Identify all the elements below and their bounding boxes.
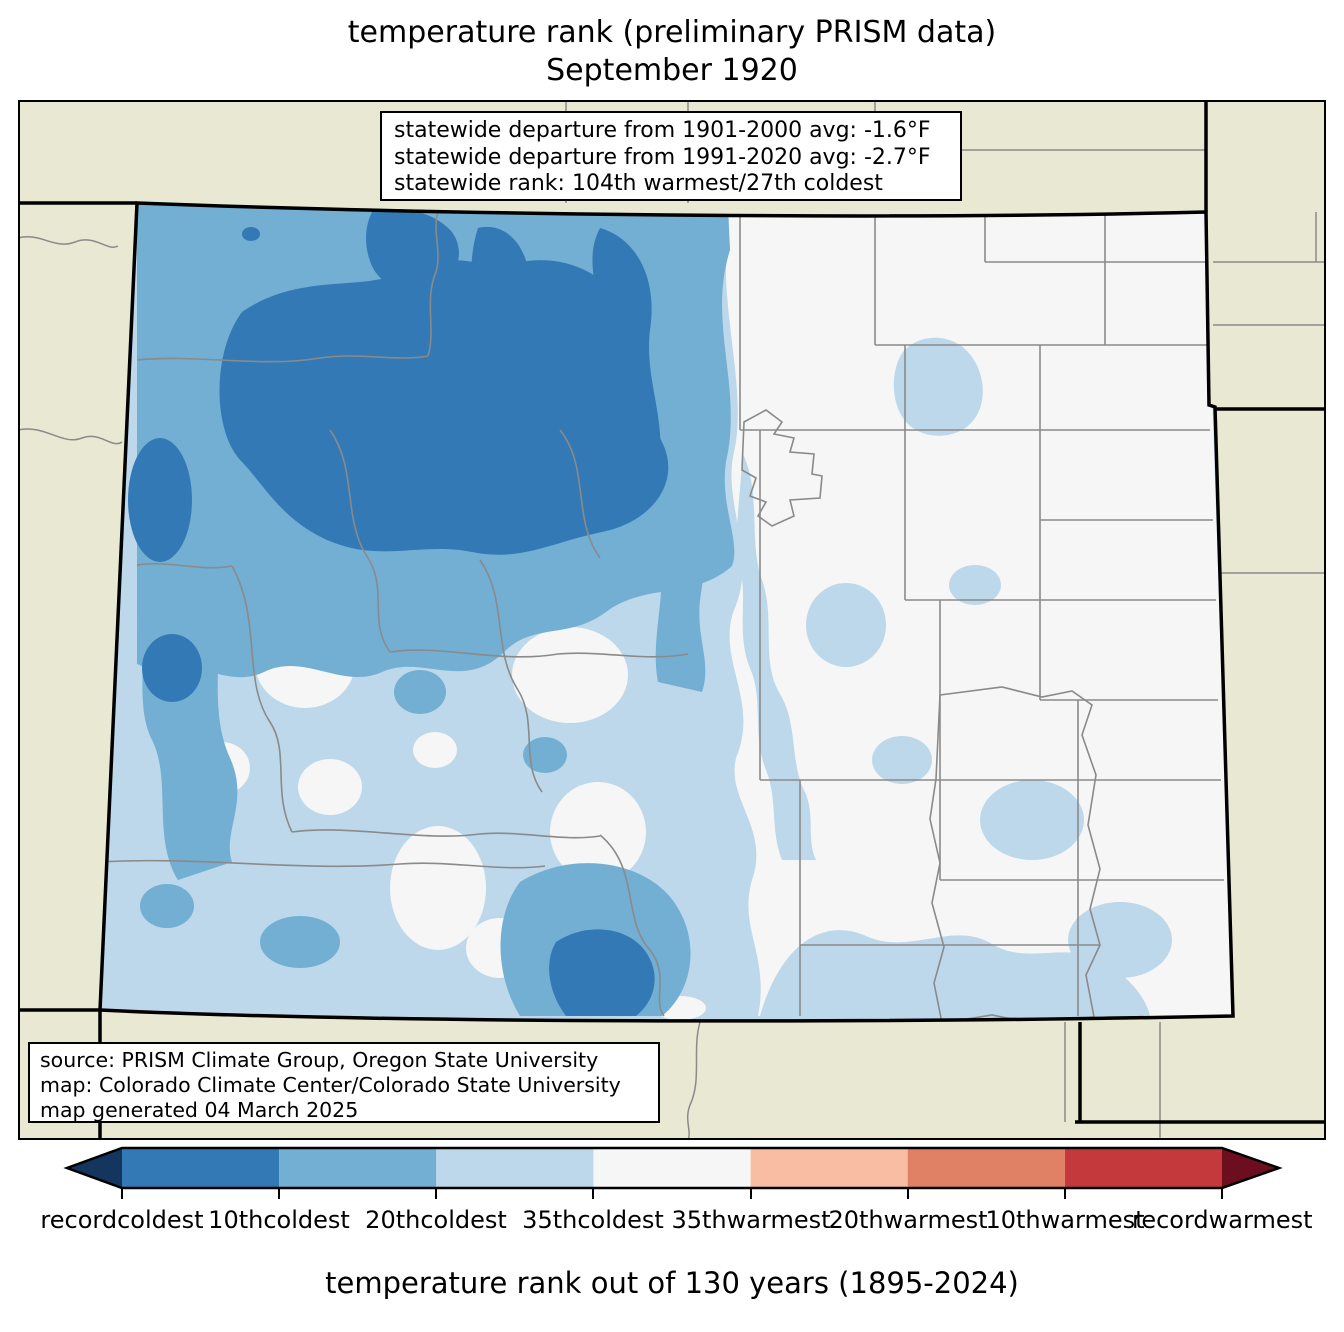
colorbar-segment-6 bbox=[907, 1148, 1065, 1188]
map-frame bbox=[18, 100, 1326, 1140]
source-credit-box: source: PRISM Climate Group, Oregon Stat… bbox=[28, 1042, 660, 1123]
colorbar-label-10th-coldest: 10thcoldest bbox=[208, 1206, 350, 1234]
county-lines bbox=[100, 211, 1224, 1021]
stats-line-1: statewide departure from 1901-2000 avg: … bbox=[394, 118, 931, 143]
source-line-2: map: Colorado Climate Center/Colorado St… bbox=[40, 1073, 621, 1097]
neighbor-state-borders bbox=[18, 100, 1326, 1140]
colorbar-label-20th-coldest: 20thcoldest bbox=[365, 1206, 507, 1234]
source-line-1: source: PRISM Climate Group, Oregon Stat… bbox=[40, 1048, 599, 1072]
colorbar-segment-7 bbox=[1064, 1148, 1222, 1188]
colorbar-segment-1 bbox=[122, 1148, 280, 1188]
rank-region-dark-blue bbox=[128, 209, 669, 1016]
colorbar-label-35th-warmest: 35thwarmest bbox=[671, 1206, 831, 1234]
source-line-3: map generated 04 March 2025 bbox=[40, 1098, 359, 1122]
colorbar-extend-left-arrow bbox=[67, 1148, 122, 1188]
colorbar-ticks bbox=[121, 1188, 1223, 1199]
colorbar-label-record-coldest: recordcoldest bbox=[40, 1206, 204, 1234]
colorbar-label-record-warmest: recordwarmest bbox=[1132, 1206, 1313, 1234]
colorbar-label-10th-warmest: 10thwarmest bbox=[985, 1206, 1145, 1234]
colorbar-caption: temperature rank out of 130 years (1895-… bbox=[325, 1266, 1019, 1300]
rank-shading bbox=[100, 203, 1233, 1021]
colorbar-segment-5 bbox=[750, 1148, 908, 1188]
colorbar-segment-3 bbox=[436, 1148, 594, 1188]
colorbar-segment-2 bbox=[279, 1148, 437, 1188]
colorbar-extend-right-arrow bbox=[1222, 1148, 1279, 1188]
figure-subtitle: September 1920 bbox=[546, 53, 798, 88]
stats-line-3: statewide rank: 104th warmest/27th colde… bbox=[394, 171, 883, 196]
stats-line-2: statewide departure from 1991-2020 avg: … bbox=[394, 144, 931, 170]
colorado-rank-map bbox=[18, 100, 1326, 1140]
colorbar-label-35th-coldest: 35thcoldest bbox=[522, 1206, 664, 1234]
state-boundary bbox=[98, 201, 1235, 1023]
figure-title: temperature rank (preliminary PRISM data… bbox=[347, 15, 997, 50]
statewide-stats-box: statewide departure from 1901-2000 avg: … bbox=[380, 111, 962, 201]
colorbar-segments bbox=[122, 1148, 1222, 1188]
colorbar-label-20th-warmest: 20thwarmest bbox=[828, 1206, 988, 1234]
colorbar bbox=[63, 1146, 1283, 1199]
rank-region-light-blue-patches bbox=[736, 337, 1172, 1016]
colorbar-segment-4 bbox=[593, 1148, 751, 1188]
